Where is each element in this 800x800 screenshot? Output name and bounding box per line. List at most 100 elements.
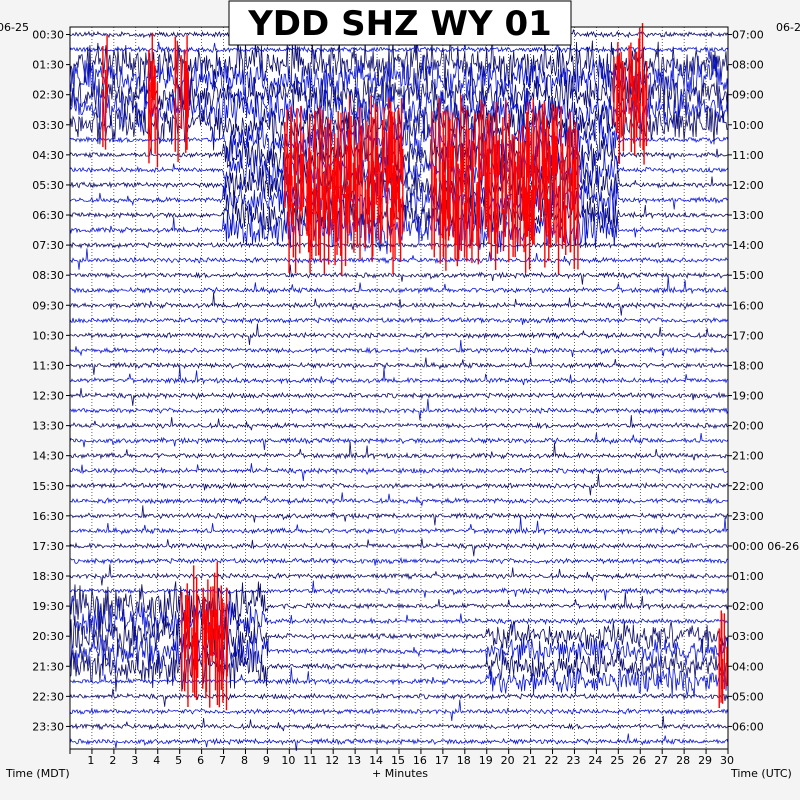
right-tick-label: 23:00 — [732, 510, 764, 523]
trace-line — [69, 432, 729, 451]
trace-line — [69, 415, 729, 431]
x-tick-label: 8 — [241, 754, 248, 767]
x-tick-label: 6 — [197, 754, 204, 767]
x-tick-label: 14 — [369, 754, 383, 767]
x-tick-label: 4 — [153, 754, 160, 767]
trace-line — [69, 387, 729, 406]
trace-line — [69, 699, 729, 721]
x-tick-label: 30 — [720, 754, 734, 767]
trace-line — [69, 69, 729, 121]
trace-line — [69, 264, 729, 285]
right-tick-label: 08:00 — [732, 59, 764, 72]
x-tick-label: 21 — [523, 754, 537, 767]
left-tick-label: 14:30 — [32, 450, 64, 463]
x-tick-label: 13 — [347, 754, 361, 767]
left-axis-ticks: 00:30 01:30 02:30 03:30 04:30 05:30 06:30 07:30… — [32, 29, 70, 733]
right-tick-label: 02:00 — [732, 600, 764, 613]
trace-line — [69, 666, 729, 698]
left-axis-label: Time (MDT) — [5, 767, 70, 780]
left-tick-label: 04:30 — [32, 149, 64, 162]
left-tick-label: 17:30 — [32, 540, 64, 553]
right-tick-label: 17:00 — [732, 329, 764, 342]
trace-line — [69, 612, 729, 659]
left-tick-label: 06:30 — [32, 209, 64, 222]
left-tick-label: 09:30 — [32, 299, 64, 312]
right-tick-label: 19:00 — [732, 390, 764, 403]
trace-line — [69, 733, 729, 751]
x-tick-label: 5 — [175, 754, 182, 767]
left-tick-label: 13:30 — [32, 420, 64, 433]
right-tick-label: 22:00 — [732, 480, 764, 493]
x-tick-label: 7 — [219, 754, 226, 767]
trace-line — [69, 473, 729, 496]
x-tick-label: 19 — [479, 754, 493, 767]
trace-line — [69, 323, 729, 345]
left-tick-label: 12:30 — [32, 390, 64, 403]
trace-line — [69, 644, 729, 692]
left-tick-label: 18:30 — [32, 570, 64, 583]
trace-line — [69, 581, 729, 629]
x-tick-label: 17 — [435, 754, 449, 767]
right-tick-label: 16:00 — [732, 299, 764, 312]
title-box — [228, 0, 572, 46]
right-axis-ticks: 07:00 08:00 09:00 10:00 11:00 12:00 13:00 14:00… — [728, 29, 799, 733]
left-tick-label: 21:30 — [32, 660, 64, 673]
trace-line — [69, 339, 729, 357]
x-axis-ticks: 1 2 3 4 5 6 7 8 9 10 11 12 13 14 15 16 17 18 19 20 21 22 23 24 2… — [69, 749, 734, 767]
x-tick-label: 16 — [413, 754, 427, 767]
right-tick-label: 20:00 — [732, 420, 764, 433]
right-tick-label: 06:00 — [732, 720, 764, 733]
x-axis-label: + Minutes — [372, 767, 428, 780]
right-tick-label: 07:00 — [732, 29, 764, 42]
left-tick-label: 15:30 — [32, 480, 64, 493]
right-tick-label: 18:00 — [732, 359, 764, 372]
x-tick-label: 2 — [109, 754, 116, 767]
trace-line — [69, 366, 729, 386]
x-tick-label: 23 — [566, 754, 580, 767]
trace-line — [70, 492, 729, 507]
right-tick-label: 10:00 — [732, 119, 764, 132]
left-tick-label: 01:30 — [32, 59, 64, 72]
left-tick-label: 05:30 — [32, 179, 64, 192]
x-tick-label: 9 — [263, 754, 270, 767]
left-tick-label: 00:30 — [32, 29, 64, 42]
trace-line — [69, 292, 729, 316]
x-tick-label: 27 — [654, 754, 668, 767]
trace-line — [69, 595, 729, 643]
right-tick-label: 11:00 — [732, 149, 764, 162]
right-tick-label: 14:00 — [732, 239, 764, 252]
x-tick-label: 10 — [281, 754, 295, 767]
x-tick-label: 11 — [303, 754, 317, 767]
x-tick-label: 29 — [698, 754, 712, 767]
clipped-segments — [102, 23, 728, 711]
left-tick-label: 16:30 — [32, 510, 64, 523]
x-tick-label: 18 — [457, 754, 471, 767]
right-tick-label: 05:00 — [732, 690, 764, 703]
x-tick-label: 3 — [131, 754, 138, 767]
right-tick-label: 00:00 06-26 — [732, 540, 799, 553]
left-tick-label: 11:30 — [32, 359, 64, 372]
x-tick-label: 20 — [501, 754, 515, 767]
trace-line — [69, 241, 729, 250]
trace-line — [69, 564, 729, 586]
left-tick-label: 19:30 — [32, 600, 64, 613]
right-tick-label: 13:00 — [732, 209, 764, 222]
trace-line — [69, 441, 729, 461]
left-tick-label: 20:30 — [32, 630, 64, 643]
right-tick-label: 04:00 — [732, 660, 764, 673]
trace-line — [69, 688, 729, 707]
left-date-label: 06-25 — [0, 21, 29, 34]
left-tick-label: 22:30 — [32, 690, 64, 703]
trace-line — [69, 580, 729, 601]
x-tick-label: 22 — [545, 754, 559, 767]
trace-line — [69, 357, 729, 375]
chart-title: YDD SHZ WY 01 — [247, 4, 552, 44]
left-tick-label: 08:30 — [32, 269, 64, 282]
right-tick-label: 03:00 — [732, 630, 764, 643]
left-tick-label: 02:30 — [32, 89, 64, 102]
x-tick-label: 26 — [632, 754, 646, 767]
x-tick-label: 15 — [391, 754, 405, 767]
right-axis-label: Time (UTC) — [730, 767, 792, 780]
right-tick-label: 21:00 — [732, 450, 764, 463]
